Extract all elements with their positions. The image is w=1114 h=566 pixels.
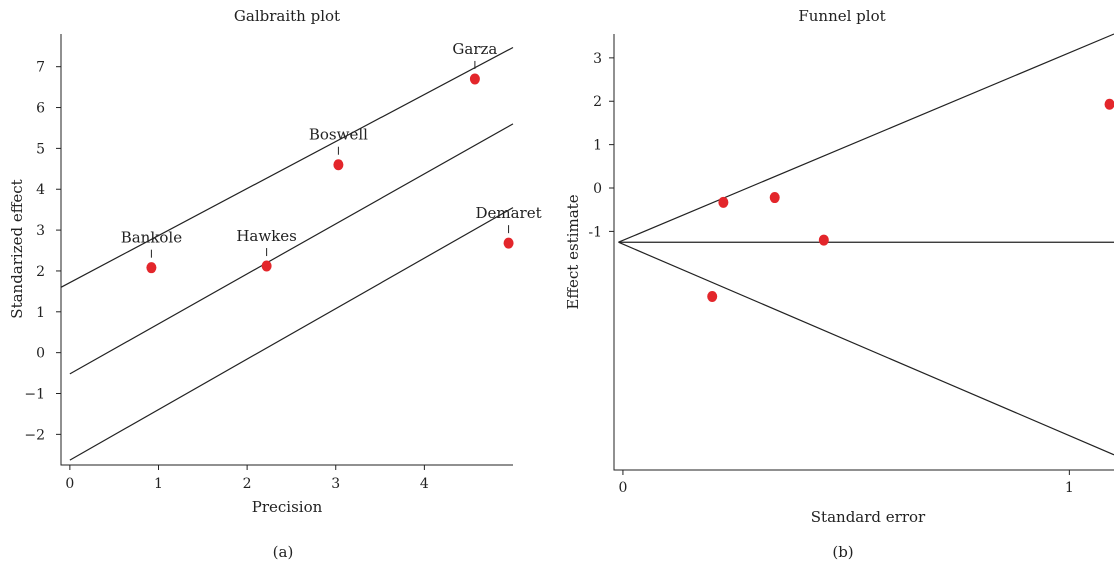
data-point: [146, 262, 157, 274]
galbraith-plot: Galbraith plot 7 6 5 4 3 2 1 0 −1 −2 0 1 2 3 4 Bankol…: [8, 7, 542, 561]
point-label: Garza: [452, 40, 497, 58]
point-label: Demaret: [475, 204, 541, 222]
funnel-ytick-label: -1: [588, 224, 602, 240]
galbraith-ytick-label: 7: [36, 60, 45, 76]
funnel-axes: [613, 34, 1114, 471]
data-point: [333, 159, 344, 171]
galbraith-ytick-label: 5: [36, 141, 45, 157]
data-point: [261, 260, 272, 272]
data-point: [469, 73, 480, 85]
galbraith-ytick-label: 2: [36, 264, 45, 280]
galbraith-ytick-label: 6: [36, 101, 45, 117]
galbraith-xtick-label: 0: [65, 476, 74, 492]
data-point: [707, 290, 718, 302]
galbraith-ytick-label: −1: [24, 387, 45, 403]
funnel-xtick-label: 0: [618, 480, 627, 496]
funnel-plot: Funnel plot 3 2 1 0 -1 0 1 Standard error Eff…: [564, 7, 1114, 561]
funnel-ytick-label: 1: [593, 138, 602, 154]
galbraith-axes: [60, 34, 513, 466]
funnel-xlabel: Standard error: [811, 508, 926, 526]
galbraith-xtick-label: 3: [331, 476, 340, 492]
funnel-line-3: [618, 241, 1114, 456]
galbraith-ytick-label: 0: [36, 346, 45, 362]
galbraith-line-1: [60, 46, 514, 288]
funnel-ylabel: Effect estimate: [564, 194, 582, 309]
galbraith-ytick-label: −2: [24, 427, 45, 443]
funnel-ytick-label: 0: [593, 181, 602, 197]
galbraith-ytick-label: 3: [36, 223, 45, 239]
data-point: [503, 237, 514, 249]
galbraith-line-2: [69, 123, 514, 375]
galbraith-xtick-label: 2: [243, 476, 252, 492]
caption-a: (a): [273, 543, 294, 561]
galbraith-xlabel: Precision: [252, 498, 323, 516]
funnel-ytick-label: 2: [593, 94, 602, 110]
point-label: Hawkes: [236, 227, 297, 245]
funnel-line-1: [618, 33, 1114, 243]
galbraith-ytick-label: 1: [36, 305, 45, 321]
point-label: Boswell: [309, 126, 368, 144]
funnel-title: Funnel plot: [798, 7, 885, 25]
galbraith-title: Galbraith plot: [234, 7, 340, 25]
funnel-xtick-label: 1: [1065, 480, 1074, 496]
data-point: [818, 234, 829, 246]
funnel-ytick-label: 3: [593, 51, 602, 67]
galbraith-ytick-label: 4: [36, 182, 45, 198]
galbraith-ylabel: Standarized effect: [8, 179, 26, 318]
galbraith-xtick-label: 4: [420, 476, 429, 492]
data-point: [769, 192, 780, 204]
galbraith-line-3: [69, 207, 514, 461]
galbraith-xtick-label: 1: [154, 476, 163, 492]
point-label: Bankole: [121, 229, 183, 247]
data-point: [718, 196, 729, 208]
data-point: [1104, 98, 1114, 110]
caption-b: (b): [832, 543, 853, 561]
